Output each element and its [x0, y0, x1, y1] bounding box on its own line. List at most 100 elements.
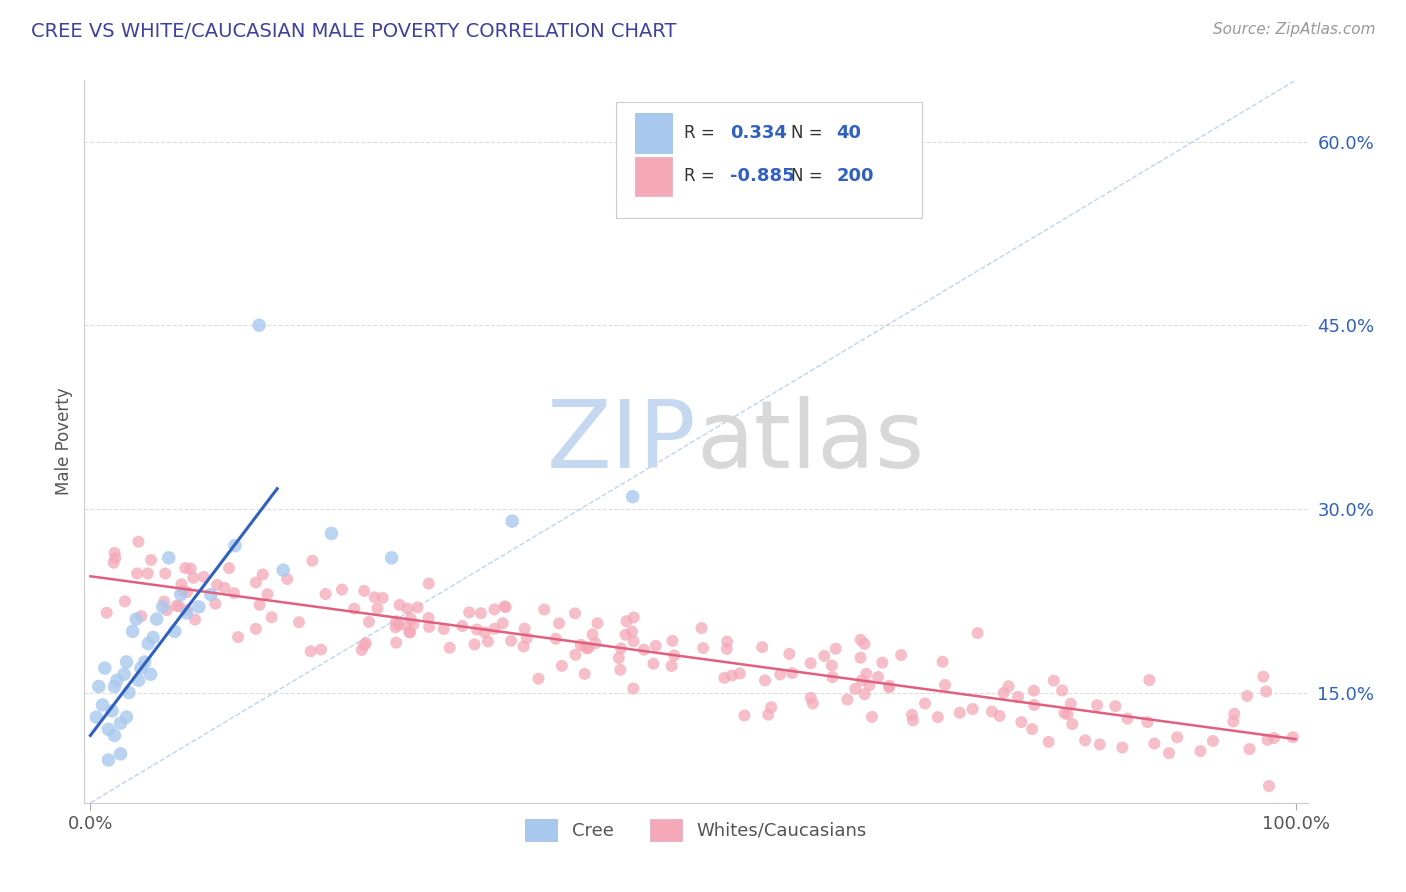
- Point: [868, 670, 890, 684]
- Point: [224, 539, 246, 553]
- Text: 40: 40: [837, 124, 862, 142]
- Point: [181, 571, 204, 585]
- Point: [299, 644, 322, 658]
- Point: [949, 706, 972, 720]
- Point: [121, 624, 143, 639]
- Point: [644, 639, 666, 653]
- Point: [901, 707, 924, 722]
- Point: [890, 648, 912, 662]
- Point: [371, 591, 394, 605]
- Point: [451, 619, 474, 633]
- Point: [501, 633, 523, 648]
- Point: [110, 716, 132, 731]
- Point: [754, 673, 776, 688]
- Text: N =: N =: [792, 124, 828, 142]
- Point: [1256, 684, 1278, 698]
- Point: [1010, 715, 1032, 730]
- Point: [388, 598, 411, 612]
- Point: [1157, 746, 1180, 760]
- Point: [353, 638, 375, 652]
- Point: [564, 607, 586, 621]
- Point: [163, 624, 186, 639]
- FancyBboxPatch shape: [616, 102, 922, 218]
- Point: [512, 640, 534, 654]
- Point: [1050, 683, 1073, 698]
- Point: [256, 587, 278, 601]
- Point: [692, 641, 714, 656]
- Point: [97, 753, 120, 767]
- Point: [484, 622, 506, 636]
- Point: [1166, 731, 1188, 745]
- Point: [997, 679, 1019, 693]
- Point: [418, 611, 440, 625]
- Point: [139, 553, 162, 567]
- Point: [855, 666, 877, 681]
- Point: [616, 614, 638, 628]
- Point: [153, 594, 176, 608]
- Point: [607, 651, 630, 665]
- Point: [759, 700, 782, 714]
- Point: [399, 625, 422, 640]
- Point: [288, 615, 311, 630]
- Point: [343, 601, 366, 615]
- Point: [357, 615, 380, 629]
- Point: [214, 581, 236, 595]
- Point: [1021, 722, 1043, 736]
- Point: [934, 678, 956, 692]
- Point: [716, 642, 738, 657]
- Point: [193, 570, 215, 584]
- Point: [101, 704, 124, 718]
- Point: [110, 747, 132, 761]
- Point: [858, 678, 880, 692]
- Point: [1258, 779, 1281, 793]
- Point: [1088, 738, 1111, 752]
- Point: [664, 648, 686, 663]
- Point: [821, 670, 844, 684]
- Point: [844, 681, 866, 696]
- Point: [837, 692, 859, 706]
- Text: -0.885: -0.885: [730, 168, 794, 186]
- Point: [103, 728, 125, 742]
- Point: [385, 615, 408, 629]
- Point: [769, 667, 792, 681]
- Text: Source: ZipAtlas.com: Source: ZipAtlas.com: [1212, 22, 1375, 37]
- Point: [609, 663, 631, 677]
- Point: [127, 534, 149, 549]
- Point: [105, 673, 128, 688]
- Point: [118, 685, 141, 699]
- Point: [321, 526, 343, 541]
- Point: [115, 710, 138, 724]
- Point: [1116, 712, 1139, 726]
- Point: [495, 600, 517, 615]
- Point: [800, 690, 823, 705]
- Point: [474, 625, 496, 640]
- Point: [527, 672, 550, 686]
- Point: [385, 635, 408, 649]
- Point: [585, 636, 607, 650]
- Point: [396, 601, 419, 615]
- Point: [853, 637, 876, 651]
- Point: [728, 666, 751, 681]
- Point: [125, 612, 148, 626]
- Point: [1074, 733, 1097, 747]
- Point: [91, 698, 114, 712]
- Point: [564, 648, 586, 662]
- Point: [458, 606, 481, 620]
- Point: [1202, 734, 1225, 748]
- Point: [860, 710, 883, 724]
- Point: [477, 634, 499, 648]
- Point: [366, 601, 388, 615]
- Point: [853, 687, 876, 701]
- Point: [129, 609, 152, 624]
- Point: [586, 616, 609, 631]
- Point: [980, 705, 1002, 719]
- Point: [439, 640, 461, 655]
- Point: [172, 583, 194, 598]
- Point: [1024, 698, 1046, 712]
- Point: [851, 673, 873, 688]
- Point: [180, 561, 202, 575]
- Point: [134, 655, 156, 669]
- Point: [245, 622, 267, 636]
- Point: [801, 697, 824, 711]
- Point: [418, 620, 440, 634]
